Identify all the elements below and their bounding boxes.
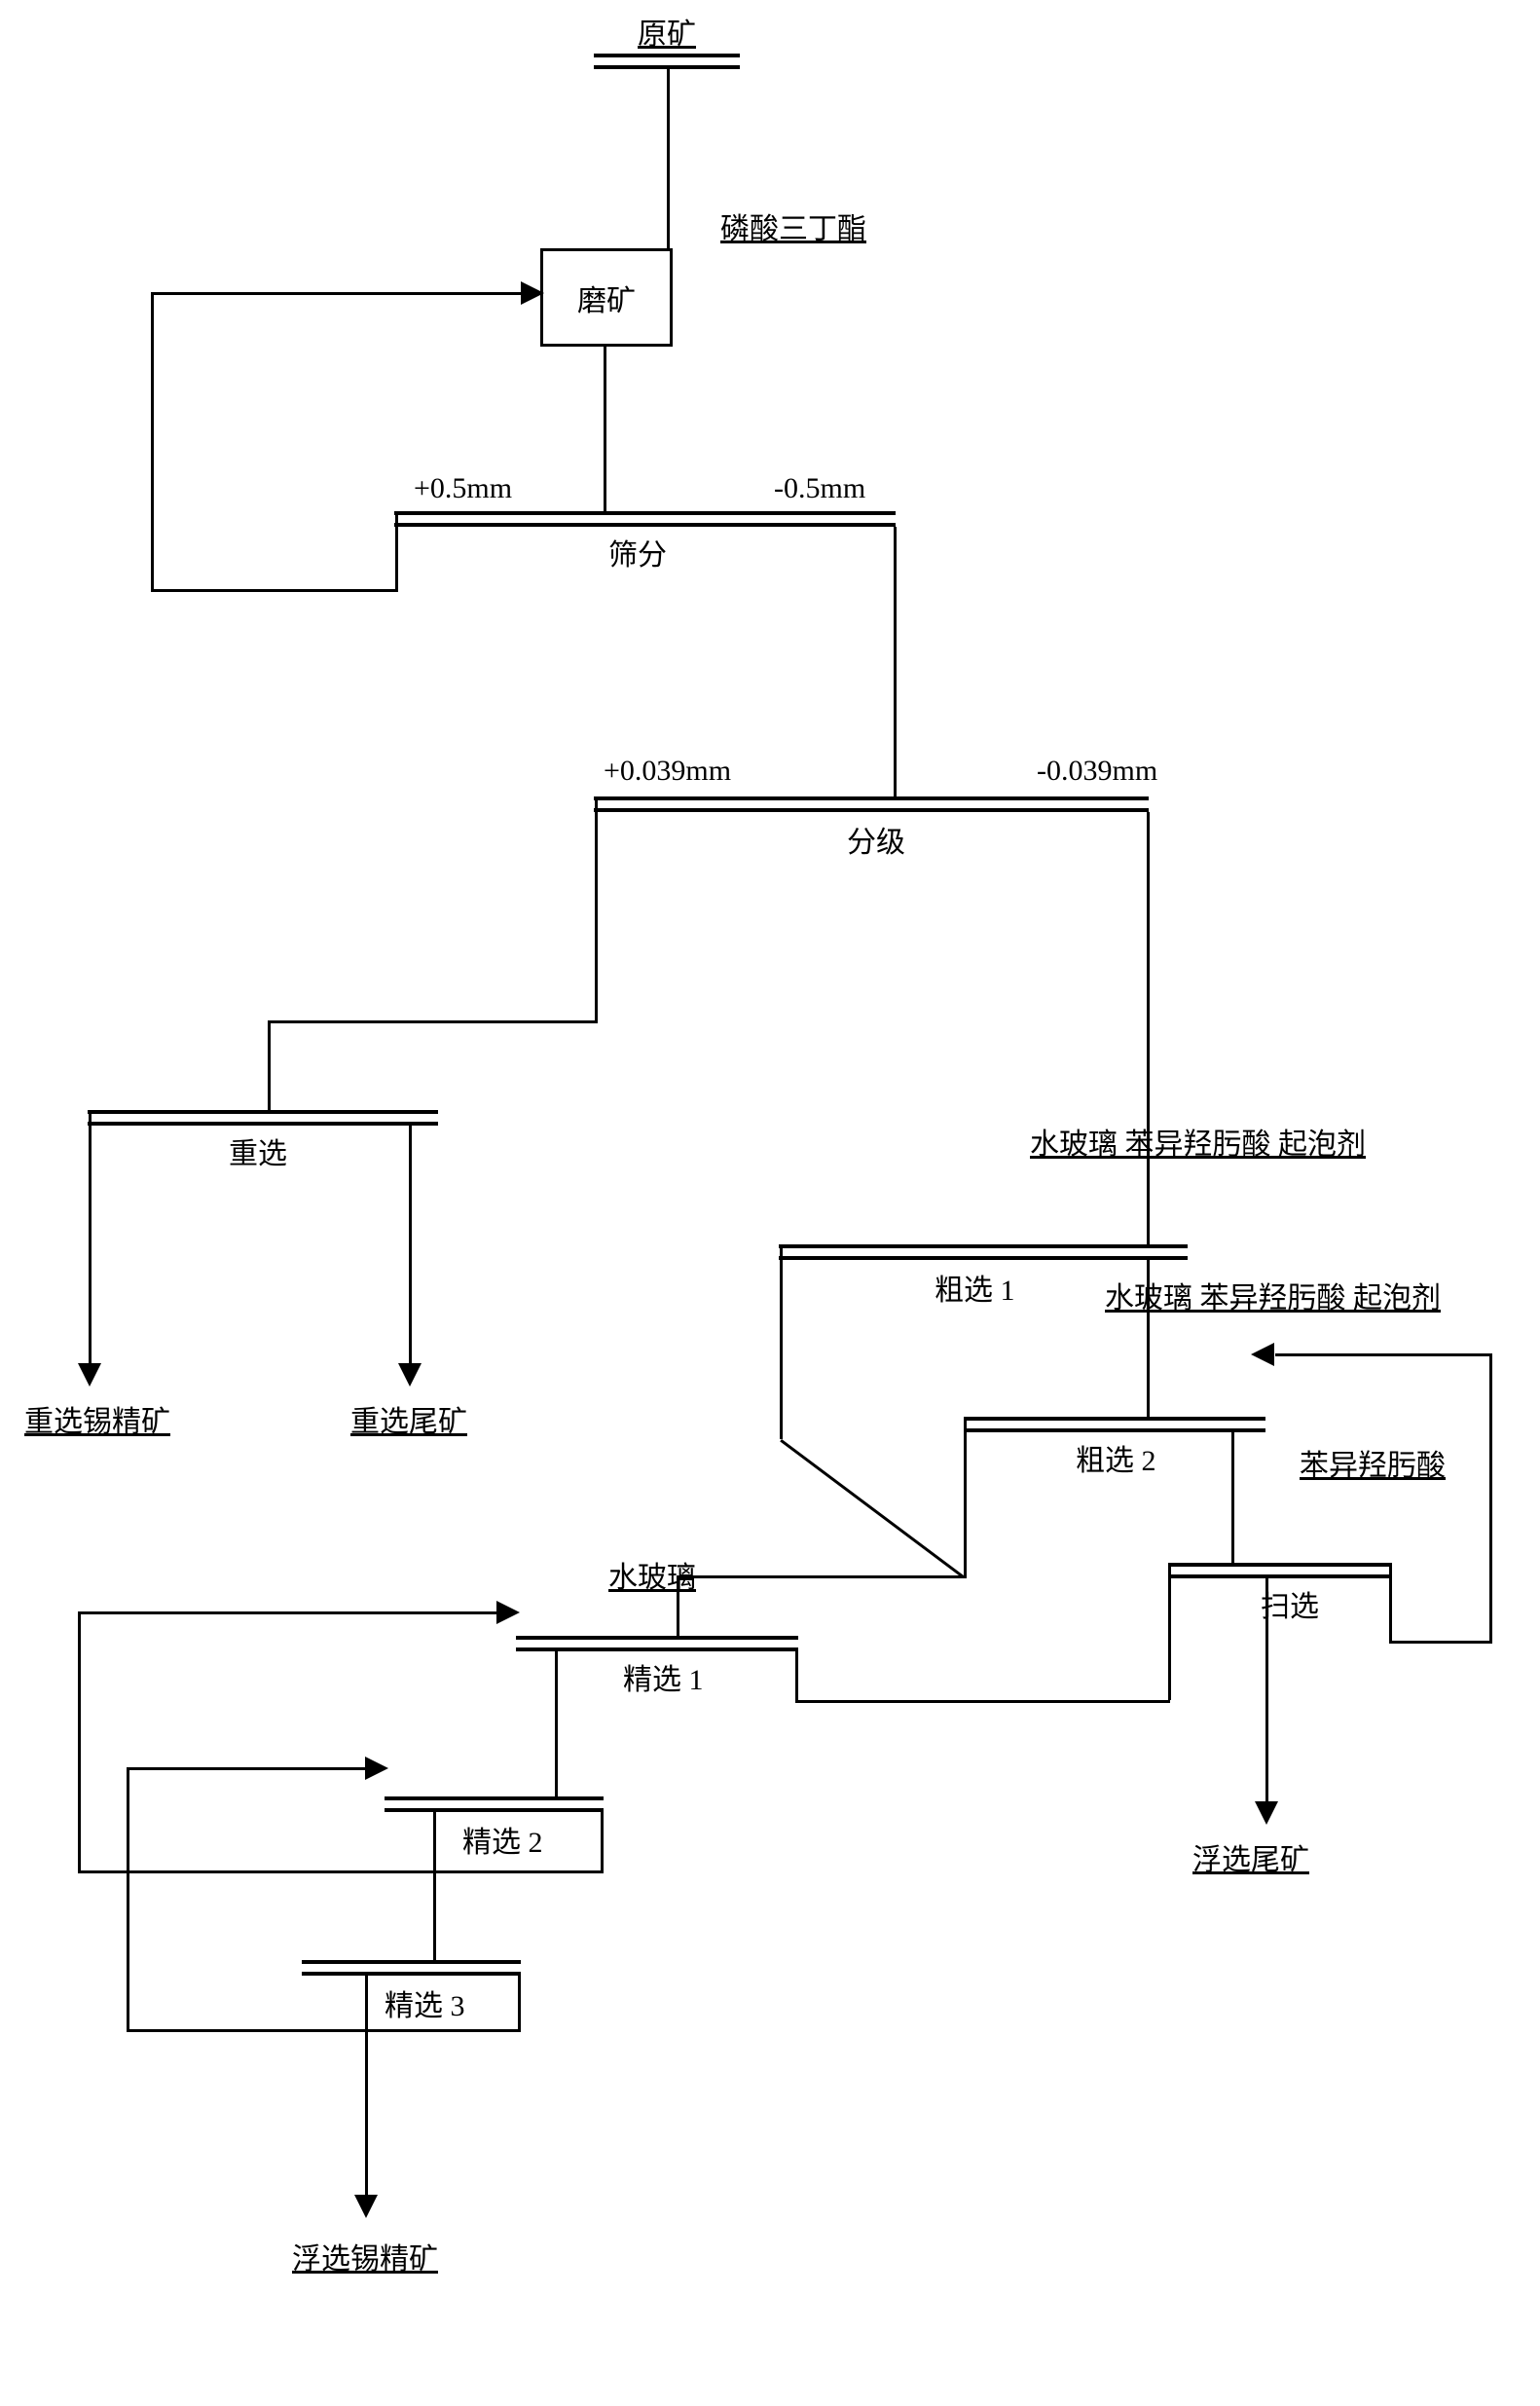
- separator-gravity: [88, 1110, 438, 1126]
- connector-h: [127, 2029, 521, 2032]
- separator-scavenger: [1168, 1563, 1392, 1578]
- label-flotation-tin-concentrate: 浮选锡精矿: [292, 2235, 438, 2277]
- connector-v: [433, 1812, 436, 1960]
- label-grinding: 磨矿: [577, 277, 636, 319]
- label-rougher-2: 粗选 2: [1076, 1436, 1156, 1479]
- label-reagent-tbp: 磷酸三丁酯: [720, 204, 866, 247]
- connector-diag-rougher1: [780, 1439, 964, 1577]
- connector-v: [89, 1110, 92, 1363]
- separator-classification: [594, 796, 1149, 812]
- label-size-minus-05: -0.5mm: [774, 472, 865, 505]
- separator-raw-ore: [594, 54, 740, 69]
- connector-v: [1389, 1563, 1392, 1641]
- label-raw-ore: 原矿: [638, 10, 696, 53]
- connector-v: [1265, 1578, 1268, 1802]
- label-rougher-1: 粗选 1: [935, 1266, 1015, 1309]
- arrow-flotation-tin-concentrate: [354, 2195, 378, 2218]
- connector-v: [604, 344, 606, 511]
- separator-cleaner-1: [516, 1636, 798, 1651]
- label-gravity-tailings: 重选尾矿: [350, 1397, 467, 1440]
- label-reagents-2: 水玻璃 苯异羟肟酸 起泡剂: [1105, 1274, 1441, 1316]
- separator-rougher-2: [964, 1417, 1265, 1432]
- arrow-flotation-tailings: [1255, 1801, 1278, 1825]
- connector-v: [795, 1651, 798, 1700]
- connector-v: [127, 1767, 129, 2032]
- connector-v: [894, 527, 897, 796]
- connector-v: [365, 1976, 368, 2195]
- connector-v: [964, 1417, 967, 1575]
- separator-rougher-1: [779, 1244, 1188, 1260]
- connector-h: [677, 1575, 967, 1578]
- arrow-recycle-grinding: [521, 281, 544, 305]
- separator-cleaner-2: [385, 1796, 604, 1812]
- connector-h: [78, 1611, 496, 1614]
- label-water-glass: 水玻璃: [608, 1553, 696, 1596]
- label-scavenger: 扫选: [1261, 1582, 1319, 1625]
- connector-h: [268, 1020, 598, 1023]
- label-size-plus-0039: +0.039mm: [604, 755, 731, 788]
- label-classification: 分级: [847, 818, 905, 861]
- connector-v: [667, 68, 670, 248]
- separator-screening: [394, 511, 896, 527]
- connector-v: [595, 796, 598, 1020]
- connector-v: [151, 292, 154, 592]
- connector-v: [1489, 1353, 1492, 1644]
- label-size-plus-05: +0.5mm: [414, 472, 512, 505]
- label-screening: 筛分: [608, 531, 667, 574]
- flowchart-diagram: 原矿磷酸三丁酯磨矿 +0.5mm -0.5mm 筛分 +0.039mm -0.039mm 分…: [0, 0, 1540, 2406]
- arrow-scav-recycle: [1251, 1343, 1274, 1366]
- label-cleaner-1: 精选 1: [623, 1655, 704, 1698]
- connector-v: [268, 1020, 271, 1110]
- connector-v: [1168, 1563, 1171, 1700]
- label-gravity-separation: 重选: [229, 1129, 287, 1172]
- connector-v: [780, 1244, 783, 1439]
- label-benzohydroxamic: 苯异羟肟酸: [1300, 1441, 1446, 1484]
- connector-h: [151, 292, 521, 295]
- connector-h: [127, 1767, 365, 1770]
- connector-v: [555, 1651, 558, 1796]
- arrow-cleaner3-recycle: [365, 1757, 388, 1780]
- connector-h: [78, 1870, 604, 1873]
- connector-v: [78, 1611, 81, 1873]
- connector-h: [151, 589, 398, 592]
- separator-cleaner-3: [302, 1960, 521, 1976]
- connector-h: [795, 1700, 1170, 1703]
- connector-v: [601, 1812, 604, 1870]
- arrow-gravity-tin-concentrate: [78, 1363, 101, 1387]
- label-size-minus-0039: -0.039mm: [1037, 755, 1157, 788]
- arrow-gravity-tailings: [398, 1363, 422, 1387]
- label-cleaner-3: 精选 3: [385, 1981, 465, 2024]
- connector-v: [409, 1126, 412, 1363]
- connector-v: [1231, 1432, 1234, 1563]
- label-flotation-tailings: 浮选尾矿: [1192, 1835, 1309, 1878]
- label-reagents-1: 水玻璃 苯异羟肟酸 起泡剂: [1030, 1120, 1366, 1163]
- connector-v: [395, 511, 398, 589]
- connector-v: [518, 1976, 521, 2029]
- label-gravity-tin-concentrate: 重选锡精矿: [24, 1397, 170, 1440]
- connector-h: [1275, 1353, 1492, 1356]
- connector-h: [1389, 1641, 1491, 1644]
- arrow-cleaner2-recycle: [496, 1601, 520, 1624]
- connector-v: [1147, 812, 1150, 1244]
- label-cleaner-2: 精选 2: [462, 1818, 543, 1861]
- node-grinding: 磨矿: [540, 248, 673, 347]
